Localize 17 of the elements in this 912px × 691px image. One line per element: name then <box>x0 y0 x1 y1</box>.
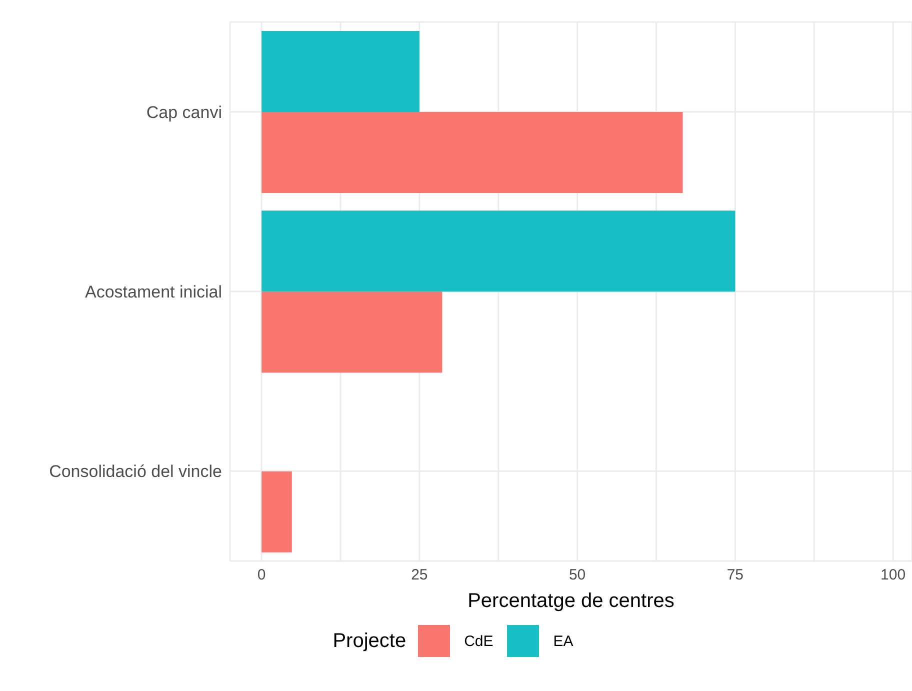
bar <box>262 471 292 552</box>
legend-label: CdE <box>464 632 494 650</box>
x-tick-label: 100 <box>880 566 906 584</box>
y-tick-label: Consolidació del vincle <box>49 462 222 482</box>
bar <box>262 210 736 292</box>
x-axis-title: Percentatge de centres <box>468 590 674 612</box>
bar <box>262 30 420 112</box>
x-tick-label: 25 <box>411 566 428 584</box>
x-tick-label: 50 <box>568 566 586 584</box>
y-tick-label: Acostament inicial <box>84 282 222 302</box>
x-tick-label: 0 <box>257 566 266 584</box>
bar <box>262 292 442 373</box>
y-tick-label: Cap canvi <box>146 102 222 122</box>
legend-title: Projecte <box>332 630 406 652</box>
bar <box>262 112 683 193</box>
x-tick-label: 75 <box>726 566 744 584</box>
legend-label: EA <box>553 632 574 650</box>
